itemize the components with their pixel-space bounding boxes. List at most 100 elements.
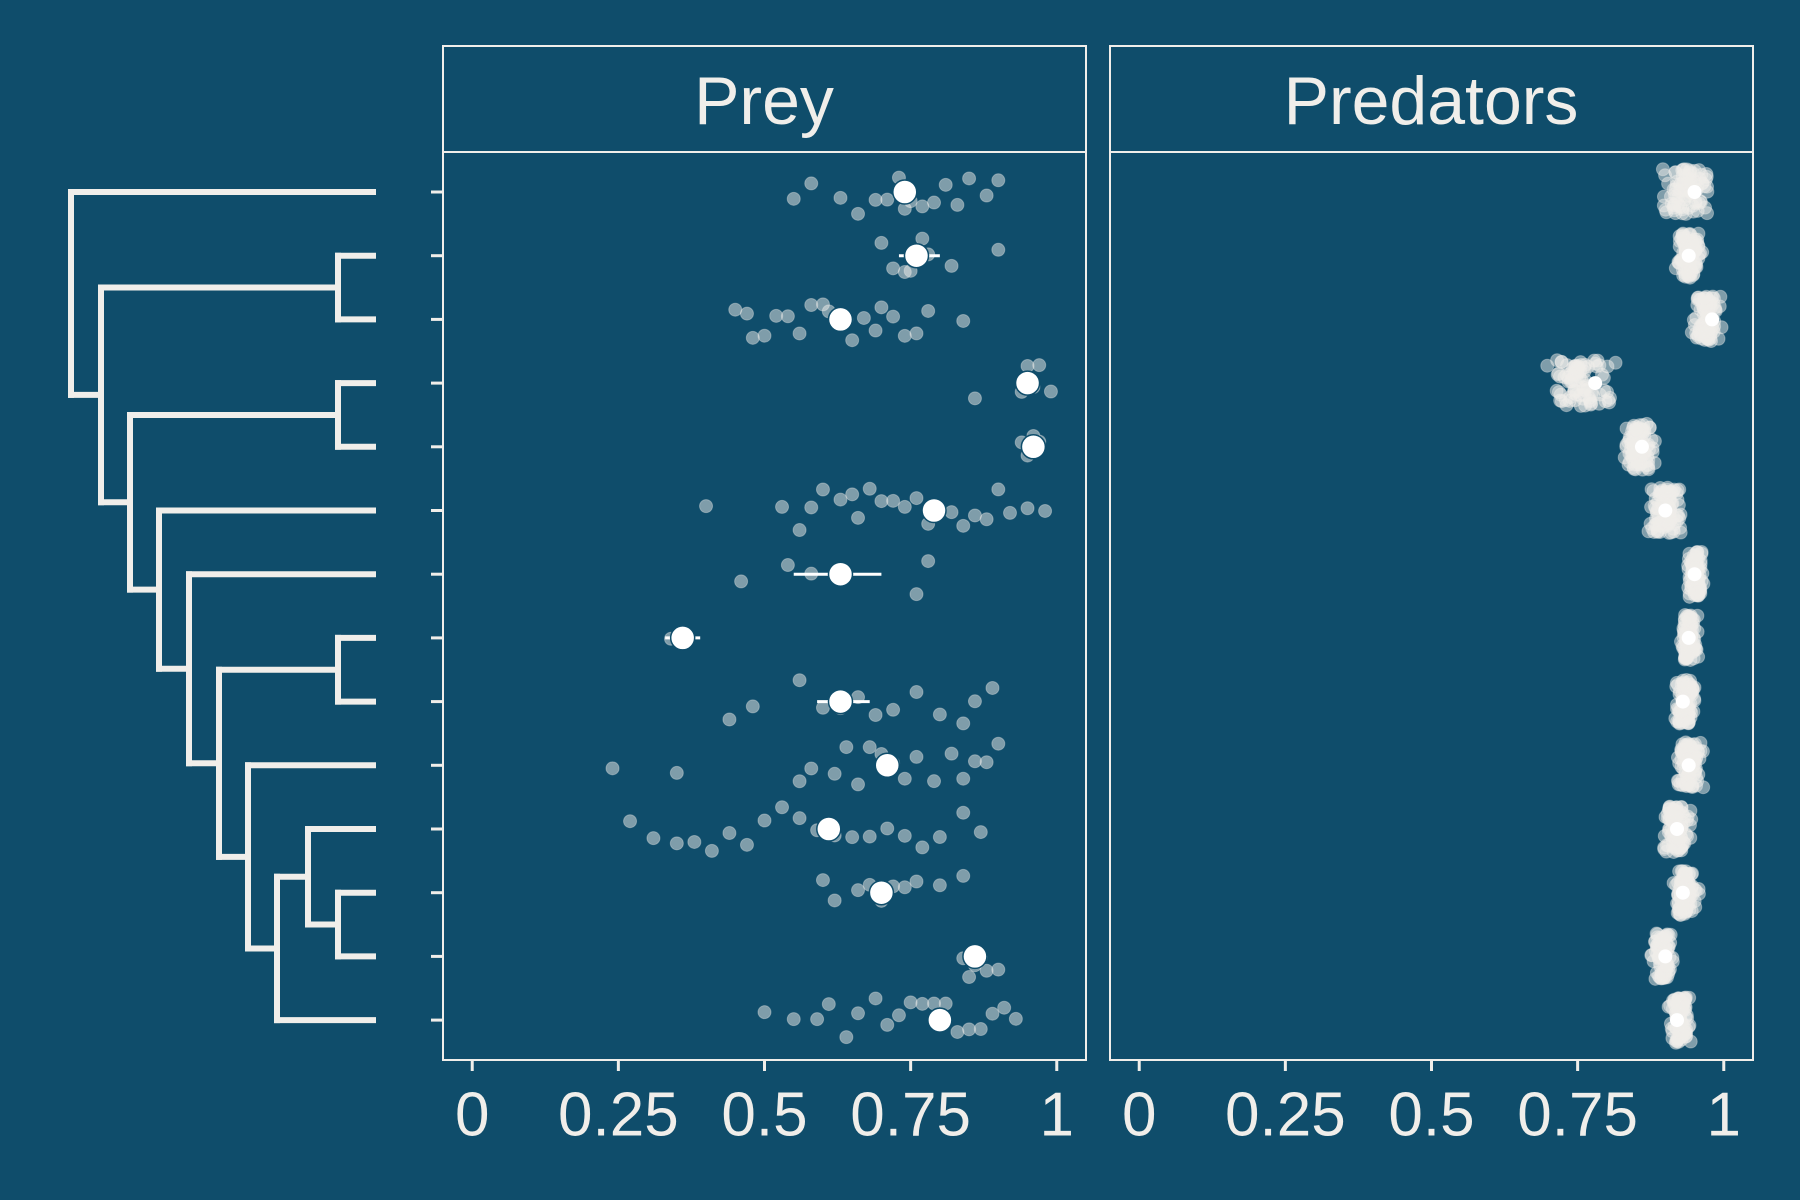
predators-point-row-3-88 [1698,292,1711,305]
prey-point-row-9-6 [869,709,882,722]
prey-point-row-3-14 [869,324,882,337]
predators-point-row-1-89 [1699,173,1712,186]
prey-point-row-11-2 [670,837,683,850]
prey-point-row-6-5 [834,493,847,506]
prey-point-row-1-12 [951,198,964,211]
prey-point-row-7-3 [910,588,923,601]
prey-point-row-14-0 [758,1006,771,1019]
prey-point-row-11-1 [647,832,660,845]
prey-point-row-11-18 [957,806,970,819]
predators-point-row-4-65 [1591,354,1604,367]
prey-point-row-6-1 [776,500,789,513]
prey-point-row-4-0 [968,392,981,405]
predators-mean-row-10 [1682,758,1696,772]
prey-point-row-6-20 [1004,506,1017,519]
prey-point-row-3-18 [910,327,923,340]
prey-point-row-1-0 [787,192,800,205]
prey-point-row-1-5 [881,193,894,206]
predators-point-row-6-89 [1649,492,1662,505]
prey-point-row-3-20 [957,314,970,327]
prey-point-row-9-9 [933,708,946,721]
prey-point-row-11-13 [863,830,876,843]
prey-point-row-11-16 [916,841,929,854]
prey-point-row-11-19 [974,826,987,839]
prey-point-row-14-9 [904,996,917,1009]
prey-point-row-14-3 [822,998,835,1011]
predators-mean-row-14 [1670,1013,1684,1027]
predators-point-row-1-88 [1682,201,1695,214]
prey-point-row-6-16 [957,519,970,532]
prey-point-row-11-4 [705,844,718,857]
prey-point-row-14-15 [974,1023,987,1036]
prey-point-row-12-8 [933,879,946,892]
prey-point-row-6-22 [1039,504,1052,517]
prey-mean-row-6 [922,499,946,523]
prey-point-row-11-17 [933,831,946,844]
prey-point-row-12-1 [828,894,841,907]
prey-point-row-14-14 [963,1023,976,1036]
panel-prey-plot-box [443,152,1086,1060]
prey-mean-row-7 [828,562,852,586]
predators-mean-row-6 [1658,504,1672,518]
prey-mean-row-1 [893,180,917,204]
prey-point-row-3-1 [740,307,753,320]
prey-point-row-10-14 [957,772,970,785]
phylogenetic-tree [71,192,373,1020]
prey-point-row-1-10 [928,196,941,209]
prey-point-row-1-4 [869,193,882,206]
panel-prey-x-axis: 0 0.25 0.5 0.75 1 [455,1060,1074,1150]
prey-point-row-3-16 [887,310,900,323]
row-ticks [431,192,442,1020]
prey-point-row-10-16 [980,756,993,769]
prey-point-row-3-17 [898,329,911,342]
prey-point-row-2-6 [945,259,958,272]
prey-point-row-12-7 [910,875,923,888]
prey-mean-row-14 [928,1008,952,1032]
predators-mean-row-13 [1658,949,1672,963]
predators-x-tick-label-4: 1 [1707,1081,1741,1150]
predators-point-row-7-88 [1683,587,1696,600]
panel-predators: Predators 0 0.25 0.5 0.75 1 [1110,46,1753,1150]
prey-mean-row-4 [1016,371,1040,395]
prey-point-row-11-9 [793,812,806,825]
prey-point-row-6-17 [968,509,981,522]
prey-point-row-11-15 [898,829,911,842]
panel-predators-plot-box [1110,152,1753,1060]
predators-x-tick-label-3: 0.75 [1517,1081,1638,1150]
prey-point-row-6-18 [980,513,993,526]
prey-point-row-3-4 [770,309,783,322]
prey-point-row-9-8 [910,686,923,699]
prey-point-row-6-15 [945,506,958,519]
prey-point-row-3-5 [781,310,794,323]
prey-point-row-6-7 [852,511,865,524]
prey-point-row-6-19 [992,483,1005,496]
prey-point-row-3-7 [805,298,818,311]
prey-point-row-1-3 [852,207,865,220]
predators-x-tick-label-2: 0.5 [1388,1081,1474,1150]
prey-point-row-9-1 [746,700,759,713]
prey-point-row-14-8 [892,1009,905,1022]
predators-mean-row-11 [1670,822,1684,836]
prey-point-row-1-1 [805,177,818,190]
prey-point-row-10-15 [968,755,981,768]
prey-point-row-10-7 [863,741,876,754]
prey-point-row-3-13 [857,311,870,324]
predators-point-row-3-87 [1685,326,1698,339]
prey-point-row-10-10 [898,772,911,785]
panel-prey: Prey 0 0.25 0.5 0.75 1 [443,46,1086,1150]
predators-mean-row-3 [1705,312,1719,326]
prey-point-row-14-10 [916,997,929,1010]
prey-point-row-7-4 [922,555,935,568]
prey-point-row-14-1 [787,1013,800,1026]
prey-point-row-14-18 [1009,1012,1022,1025]
prey-point-row-14-4 [840,1031,853,1044]
prey-point-row-6-21 [1021,502,1034,515]
prey-point-row-6-3 [805,501,818,514]
prey-point-row-3-3 [758,329,771,342]
predators-point-row-9-85 [1680,680,1693,693]
prey-point-row-11-3 [688,835,701,848]
prey-point-row-6-0 [700,500,713,513]
prey-point-row-1-11 [939,178,952,191]
prey-point-row-11-0 [624,815,637,828]
predators-point-row-2-89 [1679,267,1692,280]
